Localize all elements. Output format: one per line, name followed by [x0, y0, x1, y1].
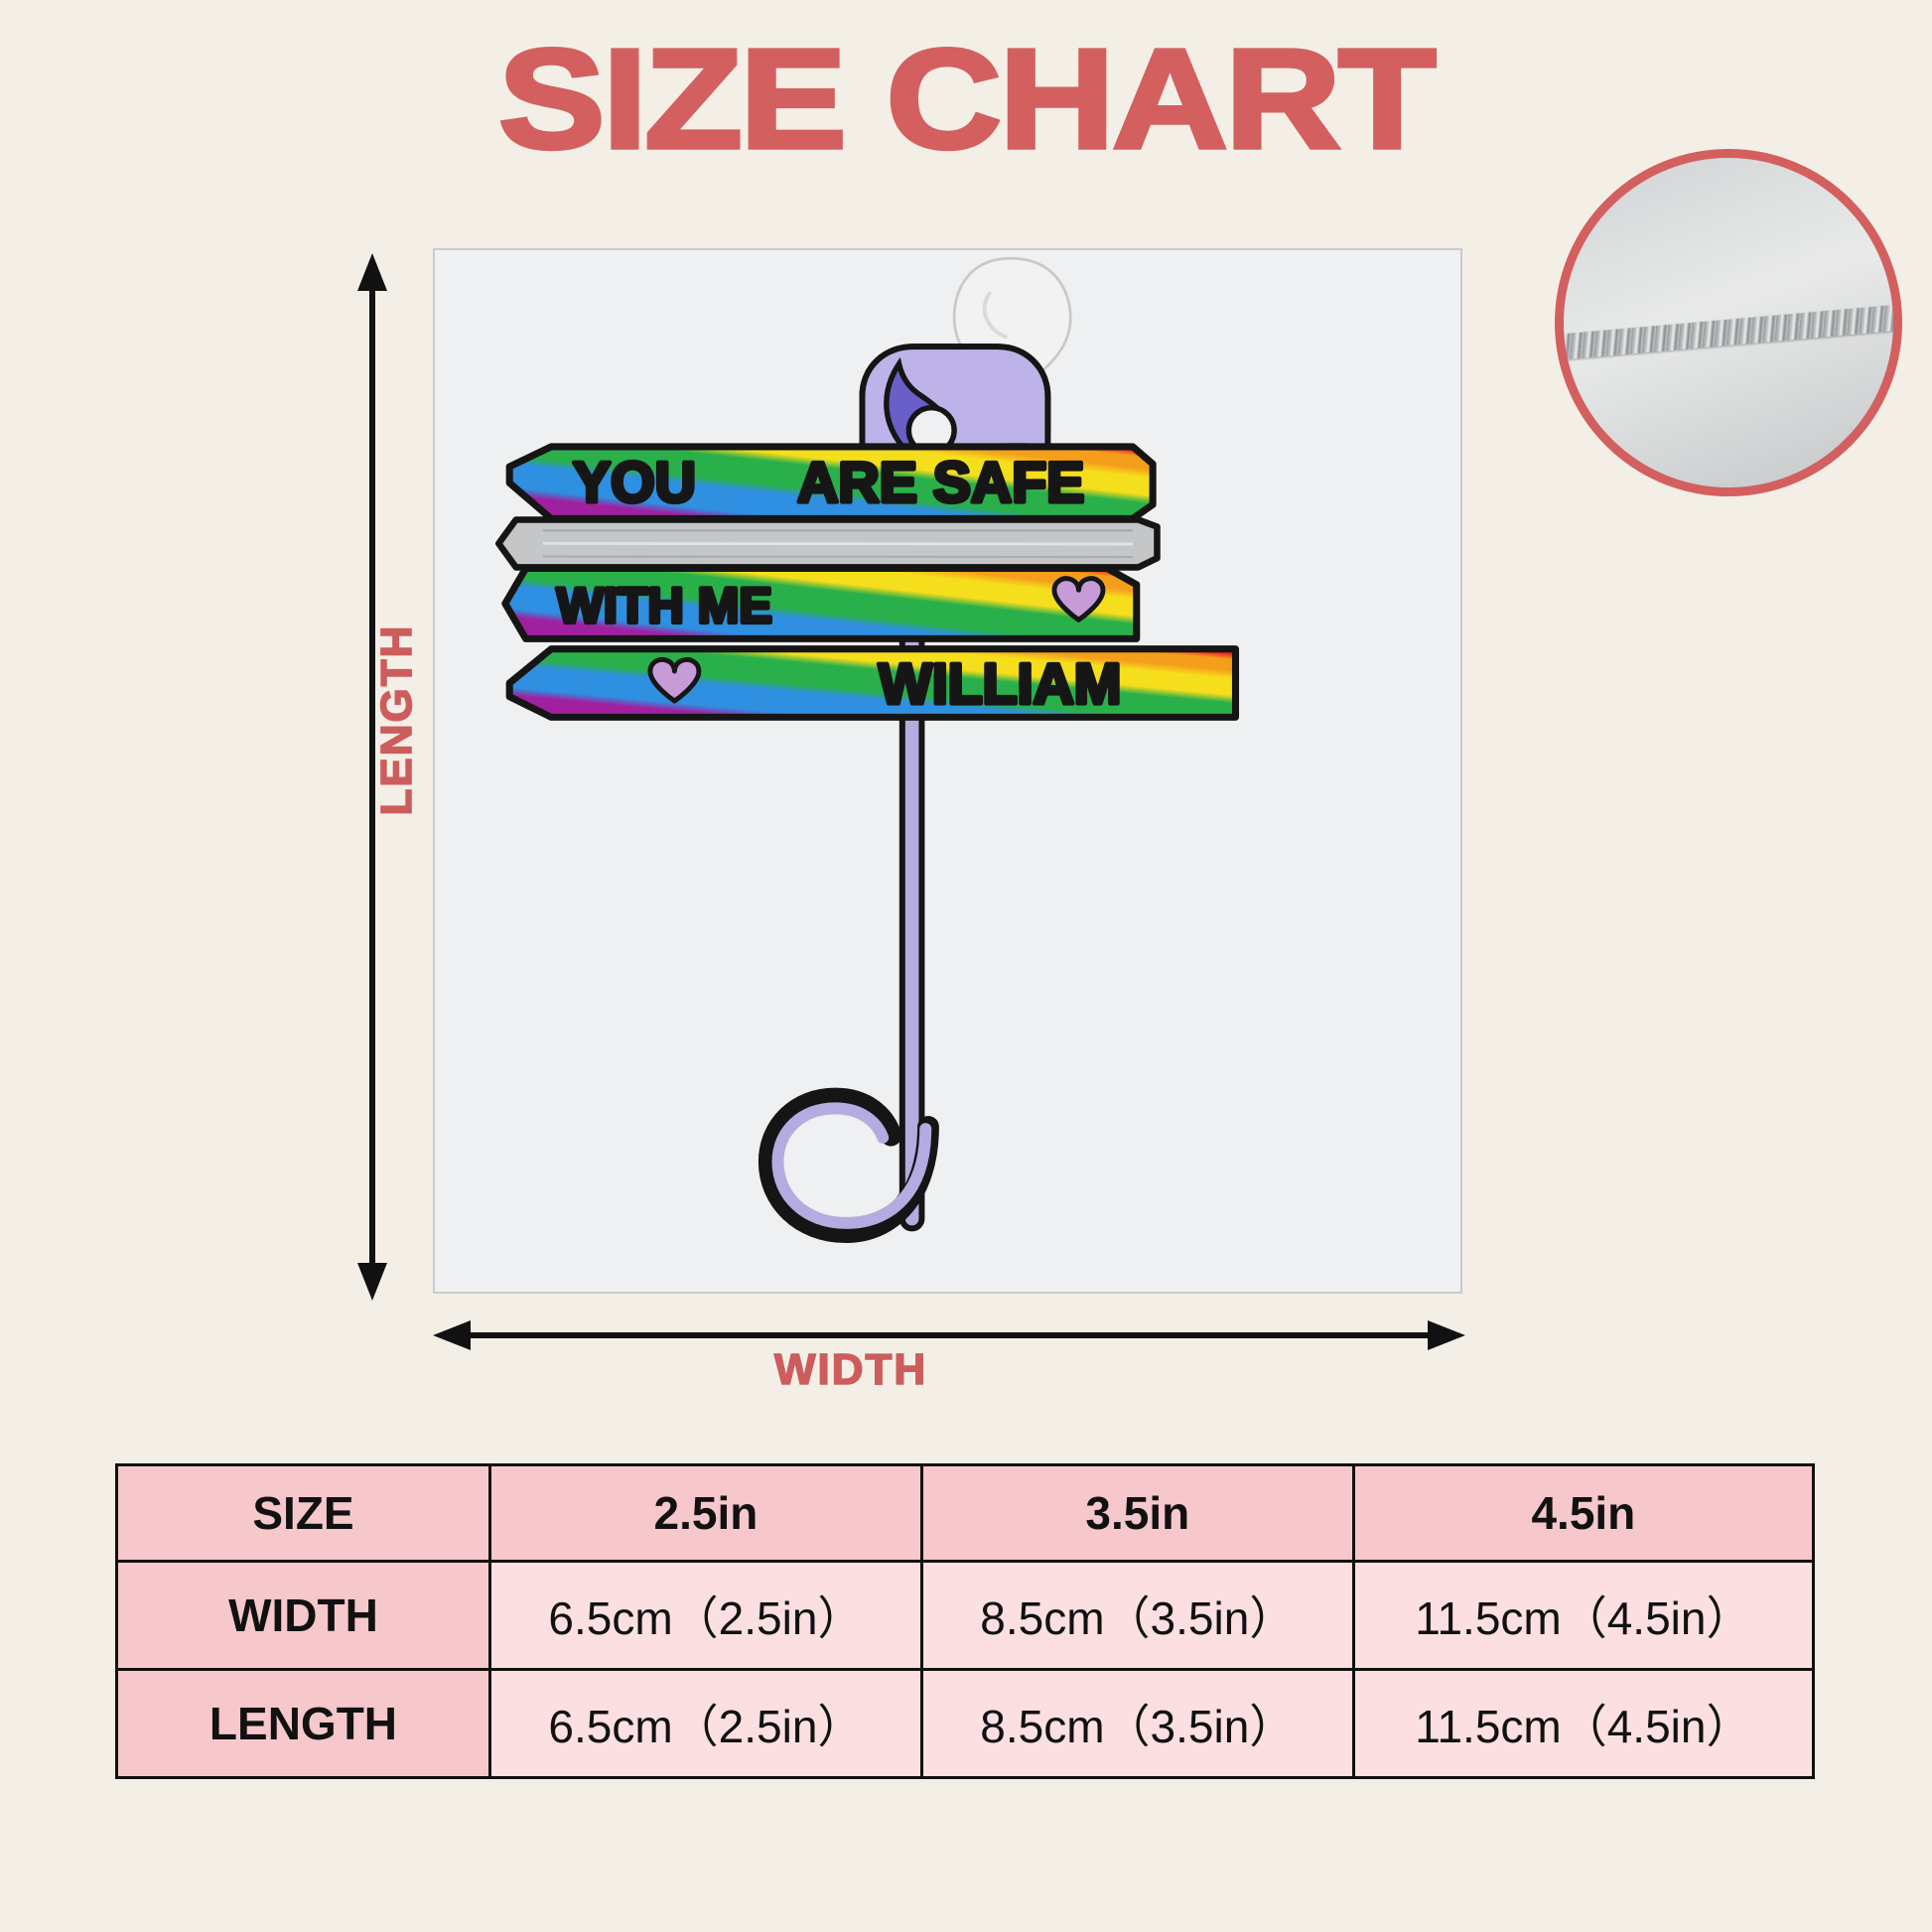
- svg-text:ARE SAFE: ARE SAFE: [797, 451, 1084, 514]
- svg-text:WITH ME: WITH ME: [557, 578, 772, 633]
- svg-text:WILLIAM: WILLIAM: [879, 653, 1122, 717]
- svg-text:YOU: YOU: [573, 451, 696, 514]
